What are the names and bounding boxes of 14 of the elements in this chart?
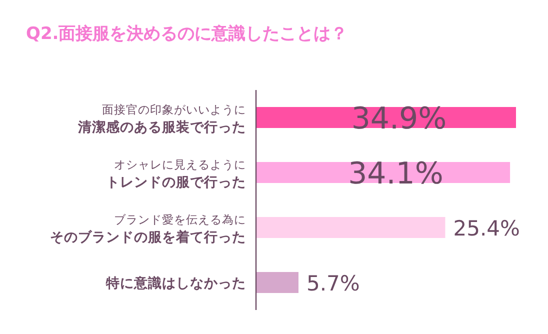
data-label: 34.1%	[348, 156, 444, 192]
data-label: 25.4%	[453, 216, 520, 240]
data-label: 34.9%	[351, 102, 447, 136]
text: ブランド愛を伝える為に	[114, 212, 246, 226]
y-tick-label: 清潔感のある服装で行った	[77, 120, 246, 136]
y-tick-label: トレンドの服で行った	[106, 174, 246, 190]
text: 面接官の印象がいいように	[102, 102, 246, 116]
chart-title: Q2.面接服を決めるのに意識したことは？	[26, 24, 348, 44]
y-tick-label: そのブランドの服を着て行った	[50, 228, 246, 246]
text: オシャレに見えるように	[114, 158, 246, 172]
bar	[256, 217, 446, 238]
bar	[256, 272, 298, 293]
y-tick-label: 特に意識はしなかった	[105, 274, 246, 292]
data-label: 5.7%	[306, 272, 360, 296]
